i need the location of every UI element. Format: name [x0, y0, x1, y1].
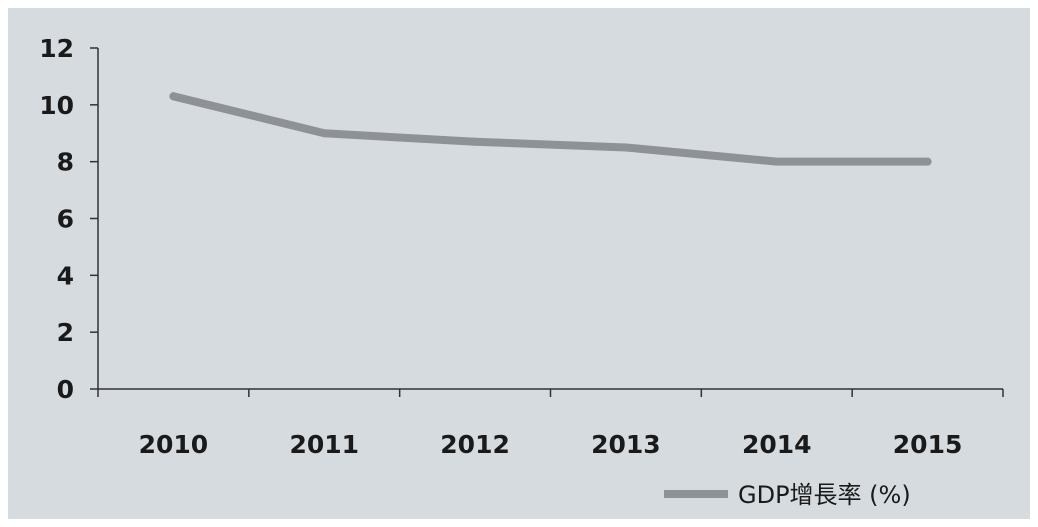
series-layer [169, 92, 932, 166]
data-point [923, 157, 932, 166]
x-tick-label: 2012 [440, 430, 510, 459]
y-tick-label: 6 [57, 205, 74, 234]
data-point [772, 157, 781, 166]
x-tick-label: 2014 [742, 430, 812, 459]
y-tick-label: 2 [57, 318, 74, 347]
series-line [169, 92, 932, 166]
x-tick-label: 2013 [591, 430, 661, 459]
y-tick-label: 12 [39, 34, 74, 63]
legend-label: GDP增長率 (%) [738, 481, 911, 509]
data-point [621, 143, 630, 152]
data-point [169, 92, 178, 101]
y-tick-label: 10 [39, 91, 74, 120]
x-axis: 2010 2011 2012 2013 2014 2015 [97, 388, 1004, 459]
chart-area [8, 8, 1030, 519]
x-tick-label: 2010 [139, 430, 209, 459]
x-tick-label: 2015 [893, 430, 963, 459]
y-tick-label: 0 [57, 375, 74, 404]
x-tick-label: 2011 [289, 430, 359, 459]
y-tick-label: 8 [57, 148, 74, 177]
data-point [320, 129, 329, 138]
data-point [471, 137, 480, 146]
legend: GDP增長率 (%) [664, 481, 911, 509]
y-tick-label: 4 [57, 261, 74, 290]
y-axis: 0 2 4 6 8 10 12 [39, 34, 99, 404]
